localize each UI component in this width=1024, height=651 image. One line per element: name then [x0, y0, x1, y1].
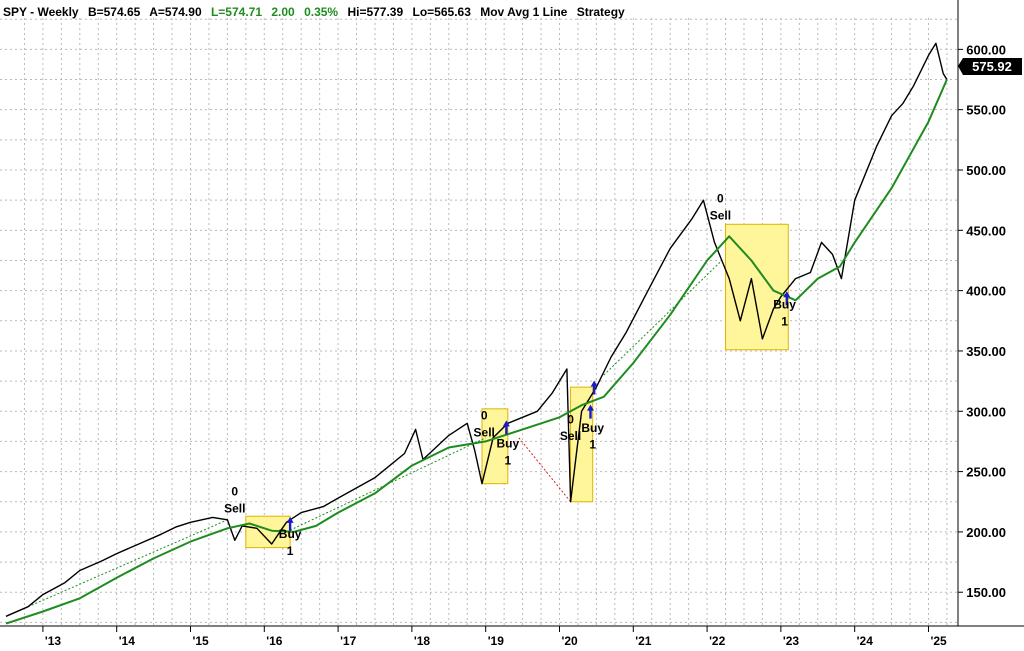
- y-axis: 150.00 200.00 250.00 300.00 350.00 400.00 450.…: [958, 42, 1006, 600]
- trade-line: [5, 519, 228, 617]
- header-line: SPY - Weekly B=574.65 A=574.90 L=574.71 …: [3, 5, 625, 19]
- header-change-pct: 0.35%: [304, 5, 338, 19]
- signal-annotation: Sell: [710, 208, 731, 222]
- trade-line: [603, 260, 723, 376]
- header-low: Lo=565.63: [413, 5, 472, 19]
- y-tick-label: 200.00: [966, 525, 1006, 540]
- x-tick-label: '20: [561, 634, 578, 648]
- header-symbol: SPY - Weekly: [3, 5, 79, 19]
- signal-annotation: 1: [589, 438, 596, 452]
- y-tick-label: 300.00: [966, 404, 1006, 419]
- x-tick-label: '24: [857, 634, 874, 648]
- x-tick-label: '18: [414, 634, 431, 648]
- signal-annotation: 1: [287, 544, 294, 558]
- buy-signal-arrow: [783, 291, 791, 306]
- signal-annotation: 0: [717, 192, 724, 206]
- highlight-boxes: [245, 223, 789, 549]
- signal-annotation: Sell: [560, 429, 581, 443]
- x-tick-label: '21: [635, 634, 652, 648]
- signal-annotation: Buy: [496, 436, 519, 450]
- header-strategy: Strategy: [577, 5, 625, 19]
- header-bid: B=574.65: [88, 5, 141, 19]
- header-last: L=574.71: [211, 5, 262, 19]
- signal-annotation: Sell: [474, 426, 495, 440]
- buy-signal-arrow: [502, 420, 510, 435]
- y-tick-label: 600.00: [966, 42, 1006, 57]
- x-tick-label: '25: [930, 634, 947, 648]
- trade-highlight-box: [570, 386, 594, 503]
- signal-annotation: 0: [481, 409, 488, 423]
- header-study: Mov Avg 1 Line: [480, 5, 567, 19]
- y-tick-label: 350.00: [966, 344, 1006, 359]
- header-high: Hi=577.39: [347, 5, 403, 19]
- signal-annotation: Buy: [279, 527, 302, 541]
- price-line: [5, 42, 948, 617]
- signal-annotation: 1: [504, 453, 511, 467]
- y-tick-label: 250.00: [966, 465, 1006, 480]
- trade-lines: [5, 260, 723, 617]
- signal-annotation: 0: [567, 412, 574, 426]
- x-axis: '13 '14 '15 '16 '17 '18 '19 '20 '21 '22 '23 '24 '25: [42, 626, 947, 648]
- signal-annotation: 1: [781, 315, 788, 329]
- moving-average-line: [5, 79, 948, 625]
- trade-highlight-box: [725, 223, 789, 351]
- signal-arrows: [286, 291, 791, 531]
- signal-annotation: Buy: [581, 421, 604, 435]
- x-tick-label: '14: [119, 634, 136, 648]
- last-price-marker: 575.92: [958, 58, 1022, 75]
- header-ask: A=574.90: [149, 5, 202, 19]
- x-tick-label: '17: [340, 634, 357, 648]
- buy-signal-arrow: [286, 516, 294, 531]
- y-tick-label: 400.00: [966, 284, 1006, 299]
- x-tick-label: '15: [192, 634, 209, 648]
- trade-line: [286, 437, 486, 533]
- y-tick-label: 500.00: [966, 163, 1006, 178]
- y-tick-label: 550.00: [966, 103, 1006, 118]
- y-tick-label: 150.00: [966, 585, 1006, 600]
- last-price-label: 575.92: [972, 59, 1012, 74]
- buy-signal-arrow: [586, 404, 594, 419]
- signal-annotation: 0: [231, 485, 238, 499]
- series-lines: [5, 42, 948, 625]
- x-tick-label: '23: [783, 634, 800, 648]
- x-tick-label: '13: [45, 634, 62, 648]
- trade-line: [518, 437, 571, 503]
- header-change: 2.00: [271, 5, 295, 19]
- x-tick-label: '22: [709, 634, 726, 648]
- x-tick-label: '16: [266, 634, 283, 648]
- signal-annotation: Buy: [773, 298, 796, 312]
- buy-signal-arrow: [590, 380, 598, 395]
- signal-annotation: Sell: [224, 502, 245, 516]
- x-tick-label: '19: [488, 634, 505, 648]
- y-tick-label: 450.00: [966, 223, 1006, 238]
- trade-highlight-box: [481, 408, 509, 485]
